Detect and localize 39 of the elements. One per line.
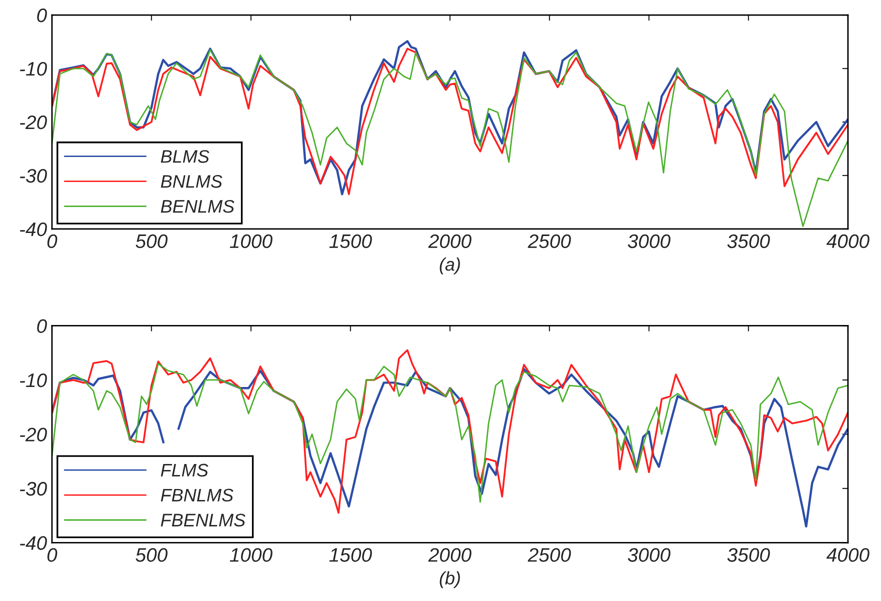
x-tick-label: 500	[136, 234, 168, 248]
x-tick-label: 1000	[230, 234, 272, 248]
x-tick-label: 3500	[727, 548, 770, 562]
y-tick-label: 0	[37, 8, 47, 22]
x-tick-label: 500	[136, 548, 168, 562]
y-tick-label: -30	[20, 168, 47, 183]
y-tick-label: -30	[20, 482, 47, 496]
legend-label: FBENLMS	[160, 514, 246, 526]
x-tick-label: 4000	[826, 234, 870, 248]
x-tick-label: 3000	[628, 234, 670, 248]
x-tick-label: 3500	[727, 234, 770, 248]
legend-label: FLMS	[160, 464, 208, 477]
x-tick-label: 1000	[230, 548, 272, 562]
x-tick-label: 4000	[826, 548, 870, 562]
x-tick-label: 3000	[628, 548, 670, 562]
y-tick-label: 0	[37, 319, 47, 333]
y-tick-label: -10	[20, 373, 47, 388]
y-tick-label: -40	[20, 222, 47, 236]
legend-label: BNLMS	[160, 175, 222, 188]
x-tick-label: 2000	[428, 234, 472, 248]
y-tick-label: -20	[20, 115, 47, 130]
legend-label: FBNLMS	[160, 488, 234, 502]
line-series	[52, 349, 848, 514]
x-tick-label: 2500	[528, 548, 571, 562]
legend-label: BENLMS	[160, 200, 234, 213]
y-tick-label: -10	[20, 62, 47, 76]
y-tick-label: -20	[20, 428, 47, 442]
x-tick-label: 0	[47, 548, 58, 562]
line-series	[52, 363, 848, 503]
x-tick-label: 0	[47, 234, 58, 248]
x-axis-title: (b)	[440, 571, 460, 588]
x-tick-label: 2500	[528, 234, 571, 248]
line-series	[52, 49, 848, 227]
y-tick-label: -40	[20, 536, 47, 550]
x-tick-label: 2000	[428, 548, 472, 562]
x-tick-label: 1500	[329, 234, 372, 248]
x-axis-title: (a)	[440, 258, 460, 274]
legend-label: BLMS	[160, 150, 210, 163]
x-tick-label: 1500	[329, 548, 372, 562]
